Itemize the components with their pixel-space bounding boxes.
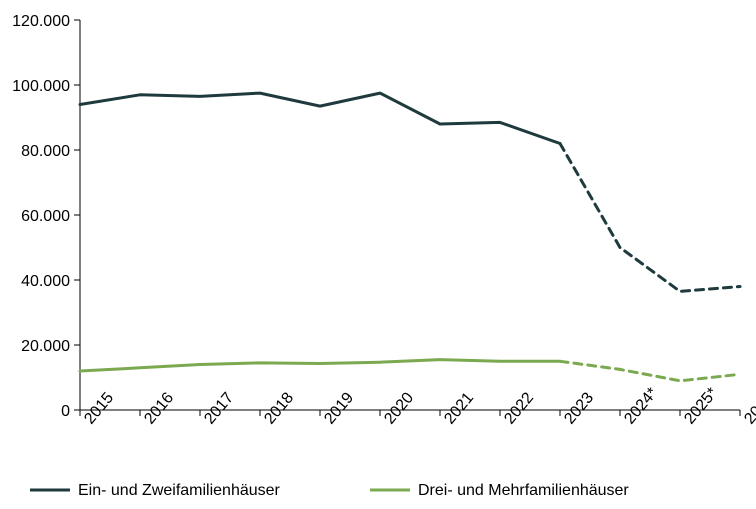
y-tick-label: 120.000 bbox=[12, 13, 70, 30]
series-line bbox=[80, 93, 560, 143]
y-tick-label: 0 bbox=[61, 403, 70, 420]
x-tick-label: 2024* bbox=[621, 385, 661, 428]
x-tick-label: 2019 bbox=[321, 389, 357, 427]
x-tick-label: 2020 bbox=[381, 389, 417, 427]
y-tick-label: 100.000 bbox=[12, 78, 70, 95]
x-tick-label: 2025* bbox=[681, 385, 721, 428]
series-line-forecast bbox=[560, 144, 740, 292]
y-tick-label: 80.000 bbox=[21, 143, 70, 160]
housing-chart: 0 20.000 40.000 60.000 80.000 100.000 120.000 2… bbox=[0, 0, 756, 509]
y-tick-label: 40.000 bbox=[21, 273, 70, 290]
series-line bbox=[80, 360, 560, 371]
legend-label: Ein- und Zweifamilienhäuser bbox=[78, 482, 281, 499]
x-tick-label: 2023 bbox=[561, 389, 597, 427]
series-line-forecast bbox=[560, 361, 740, 381]
x-tick-label: 2021 bbox=[441, 389, 477, 427]
x-tick-label: 2016 bbox=[141, 389, 177, 427]
y-tick-label: 20.000 bbox=[21, 338, 70, 355]
x-tick-label: 2018 bbox=[261, 389, 297, 427]
x-tick-label: 2017 bbox=[201, 389, 237, 427]
x-tick-label: 2015 bbox=[81, 389, 117, 427]
legend-label: Drei- und Mehrfamilienhäuser bbox=[418, 482, 629, 499]
chart-svg: 0 20.000 40.000 60.000 80.000 100.000 120.000 2… bbox=[0, 0, 756, 509]
x-tick-label: 2026* bbox=[741, 385, 756, 428]
y-tick-label: 60.000 bbox=[21, 208, 70, 225]
x-tick-label: 2022 bbox=[501, 389, 537, 427]
